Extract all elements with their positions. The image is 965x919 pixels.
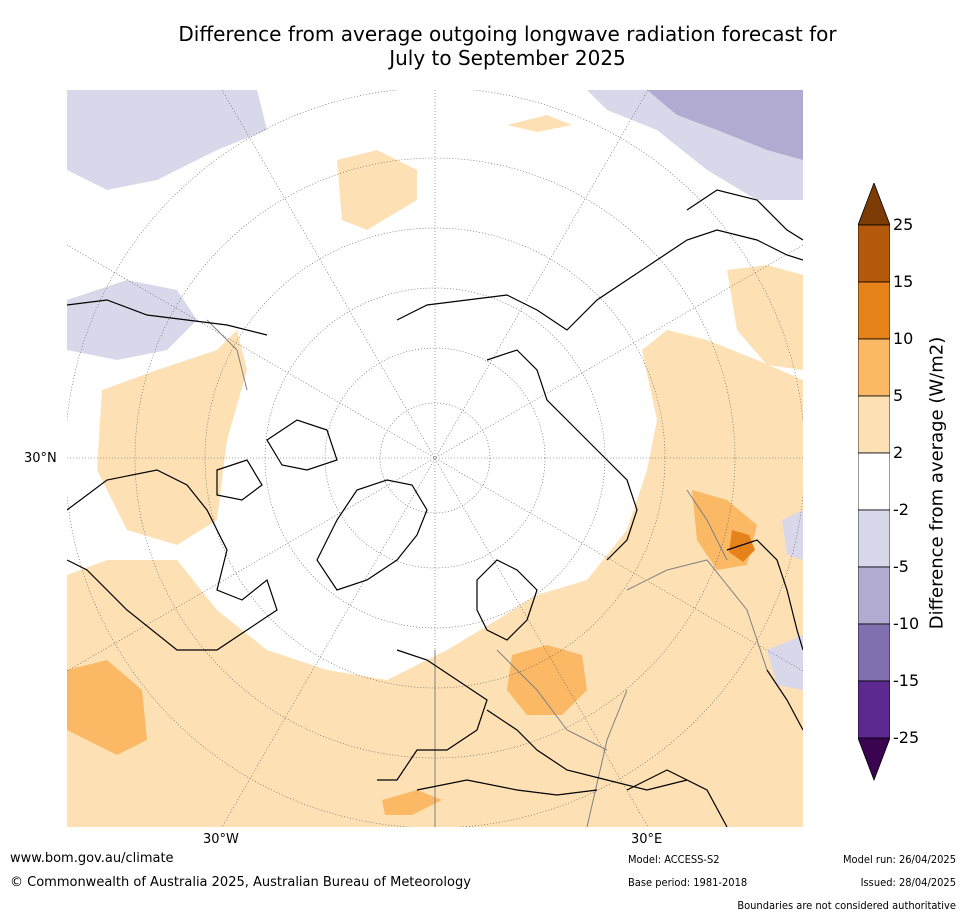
legend-swatch-2-5: [858, 395, 890, 454]
coastlines: [67, 189, 803, 827]
map-title-line2: July to September 2025: [389, 46, 626, 70]
legend-swatch-5-10: [858, 338, 890, 397]
scandinavia-coast: [476, 559, 538, 641]
footer-disclaimer: Boundaries are not considered authoritat…: [737, 899, 956, 912]
legend-label: Difference from average (W/m2): [926, 336, 948, 630]
anomaly-fills: [67, 90, 803, 827]
legend-tick-m25: -25: [893, 728, 920, 747]
polar-map: [67, 90, 803, 827]
lat-label-30n: 30°N: [24, 451, 57, 466]
legend-tick-m15: -15: [893, 671, 920, 690]
legend-tick-5: 5: [893, 386, 904, 405]
lon-label-30e: 30°E: [631, 832, 663, 847]
footer-copyright: © Commonwealth of Australia 2025, Austra…: [10, 875, 471, 890]
legend-tick-m10: -10: [893, 614, 920, 633]
legend-swatch-10-15: [858, 281, 890, 340]
footer-issued: Issued: 28/04/2025: [860, 876, 956, 889]
east-asia-coast: [726, 539, 803, 651]
anomaly-area-negative-nw: [67, 90, 267, 190]
lon-label-30w: 30°W: [203, 832, 239, 847]
legend-swatch-m25-m15: [858, 680, 890, 739]
europe-coast: [377, 649, 488, 781]
footer-model-run: Model run: 26/04/2025: [843, 853, 956, 866]
legend-swatch-m10-m5: [858, 566, 890, 625]
anomaly-area-atlantic: [337, 150, 417, 230]
map-title-line1: Difference from average outgoing longwav…: [178, 22, 837, 46]
anomaly-area-eurasia-africa: [67, 330, 803, 827]
anomaly-area-north-america: [97, 330, 247, 545]
legend-swatch-lt-m25: [858, 737, 890, 781]
anomaly-area-atlantic-2: [507, 115, 572, 132]
anomaly-area-europe: [507, 645, 587, 715]
legend-tick-15: 15: [893, 272, 914, 291]
country-borders: [206, 319, 768, 827]
legend-swatch-15-25: [858, 224, 890, 283]
anomaly-area-north-africa: [382, 790, 442, 815]
legend-swatch-m2-2: [858, 452, 890, 511]
footer-model: Model: ACCESS-S2: [628, 853, 720, 866]
legend-tick-m5: -5: [893, 557, 909, 576]
legend-tick-10: 10: [893, 329, 914, 348]
anomaly-area-pacific-east: [67, 660, 147, 755]
legend-swatch-gt25: [858, 183, 890, 226]
legend-tick-2: 2: [893, 443, 904, 462]
legend-swatch-m15-m10: [858, 623, 890, 682]
anomaly-area-negative-w-pacific: [767, 635, 803, 690]
legend-tick-m2: -2: [893, 500, 909, 519]
anomaly-area-negative-pacific: [67, 280, 197, 360]
legend-tick-25: 25: [893, 215, 914, 234]
alaska-coast: [67, 299, 268, 336]
legend-swatch-m5-m2: [858, 509, 890, 568]
footer-website: www.bom.gov.au/climate: [10, 851, 174, 866]
map-title: Difference from average outgoing longwav…: [120, 22, 895, 70]
map-panel: [67, 90, 803, 827]
anomaly-area-pacific-ne: [727, 265, 803, 370]
north-america-coast: [67, 469, 278, 651]
anomaly-area-negative-ne-core: [647, 90, 803, 160]
greenland-coast: [316, 479, 428, 591]
footer-base-period: Base period: 1981-2018: [628, 876, 748, 889]
legend-colorbar: [858, 183, 890, 781]
eurasia-coast: [396, 229, 803, 331]
anomaly-area-negative-east-asia: [782, 510, 803, 560]
anomaly-area-asia-core: [729, 530, 755, 562]
